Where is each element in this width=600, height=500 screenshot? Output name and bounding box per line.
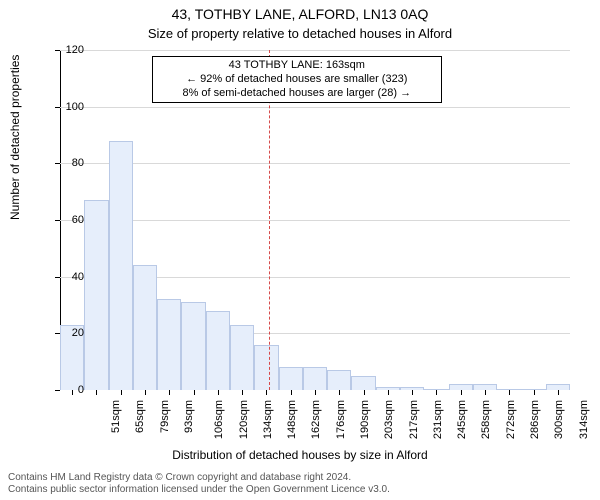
x-tick-label: 106sqm <box>213 400 225 439</box>
histogram-bar <box>254 345 278 390</box>
x-tick-label: 245sqm <box>456 400 468 439</box>
chart-title: Size of property relative to detached ho… <box>0 26 600 41</box>
x-tick-mark <box>72 390 73 395</box>
y-tick-label: 40 <box>54 271 84 283</box>
x-tick-label: 231sqm <box>432 400 444 439</box>
y-tick-label: 60 <box>54 214 84 226</box>
histogram-bar <box>351 376 375 390</box>
x-tick-mark <box>242 390 243 395</box>
plot-area: 43 TOTHBY LANE: 163sqm← 92% of detached … <box>60 50 570 390</box>
x-tick-mark <box>388 390 389 395</box>
grid-line <box>60 220 570 221</box>
histogram-bar <box>133 265 157 390</box>
x-tick-label: 162sqm <box>311 400 323 439</box>
x-tick-mark <box>121 390 122 395</box>
grid-line <box>60 107 570 108</box>
x-tick-label: 286sqm <box>529 400 541 439</box>
x-axis-label: Distribution of detached houses by size … <box>0 448 600 462</box>
grid-line <box>60 50 570 51</box>
histogram-bar <box>327 370 351 390</box>
histogram-bar <box>157 299 181 390</box>
footer-line-2: Contains public sector information licen… <box>8 484 390 496</box>
annotation-line: 43 TOTHBY LANE: 163sqm <box>157 59 437 73</box>
y-tick-label: 80 <box>54 157 84 169</box>
histogram-bar <box>279 367 303 390</box>
x-tick-label: 190sqm <box>359 400 371 439</box>
x-tick-mark <box>461 390 462 395</box>
histogram-bar <box>303 367 327 390</box>
x-tick-mark <box>558 390 559 395</box>
x-tick-label: 217sqm <box>408 400 420 439</box>
x-tick-mark <box>291 390 292 395</box>
x-tick-label: 134sqm <box>262 400 274 439</box>
histogram-bar <box>230 325 254 390</box>
x-tick-mark <box>169 390 170 395</box>
chart-container: 43, TOTHBY LANE, ALFORD, LN13 0AQ Size o… <box>0 0 600 500</box>
histogram-bar <box>206 311 230 390</box>
x-tick-label: 79sqm <box>159 400 171 433</box>
y-tick-label: 0 <box>54 384 84 396</box>
annotation-box: 43 TOTHBY LANE: 163sqm← 92% of detached … <box>152 56 442 103</box>
x-tick-label: 258sqm <box>481 400 493 439</box>
x-tick-mark <box>412 390 413 395</box>
x-tick-label: 51sqm <box>110 400 122 433</box>
histogram-bar <box>84 200 108 390</box>
x-tick-label: 300sqm <box>553 400 565 439</box>
x-tick-label: 148sqm <box>286 400 298 439</box>
x-tick-mark <box>96 390 97 395</box>
chart-supertitle: 43, TOTHBY LANE, ALFORD, LN13 0AQ <box>0 6 600 22</box>
y-tick-label: 120 <box>54 44 84 56</box>
x-tick-mark <box>509 390 510 395</box>
x-tick-mark <box>436 390 437 395</box>
x-tick-label: 203sqm <box>383 400 395 439</box>
y-axis-label: Number of detached properties <box>8 55 22 220</box>
y-tick-label: 100 <box>54 101 84 113</box>
x-tick-label: 272sqm <box>505 400 517 439</box>
x-tick-label: 65sqm <box>134 400 146 433</box>
x-tick-label: 176sqm <box>335 400 347 439</box>
x-tick-mark <box>339 390 340 395</box>
footer-attribution: Contains HM Land Registry data © Crown c… <box>8 472 390 496</box>
x-tick-label: 120sqm <box>238 400 250 439</box>
x-tick-mark <box>485 390 486 395</box>
x-tick-mark <box>534 390 535 395</box>
histogram-bar <box>109 141 133 390</box>
x-tick-mark <box>364 390 365 395</box>
x-tick-label: 93sqm <box>183 400 195 433</box>
footer-line-1: Contains HM Land Registry data © Crown c… <box>8 472 390 484</box>
annotation-line: ← 92% of detached houses are smaller (32… <box>157 73 437 87</box>
x-tick-label: 314sqm <box>578 400 590 439</box>
x-tick-mark <box>145 390 146 395</box>
x-tick-mark <box>266 390 267 395</box>
y-tick-label: 20 <box>54 327 84 339</box>
grid-line <box>60 163 570 164</box>
histogram-bar <box>181 302 205 390</box>
x-tick-mark <box>315 390 316 395</box>
annotation-line: 8% of semi-detached houses are larger (2… <box>157 87 437 101</box>
x-tick-mark <box>194 390 195 395</box>
x-tick-mark <box>218 390 219 395</box>
